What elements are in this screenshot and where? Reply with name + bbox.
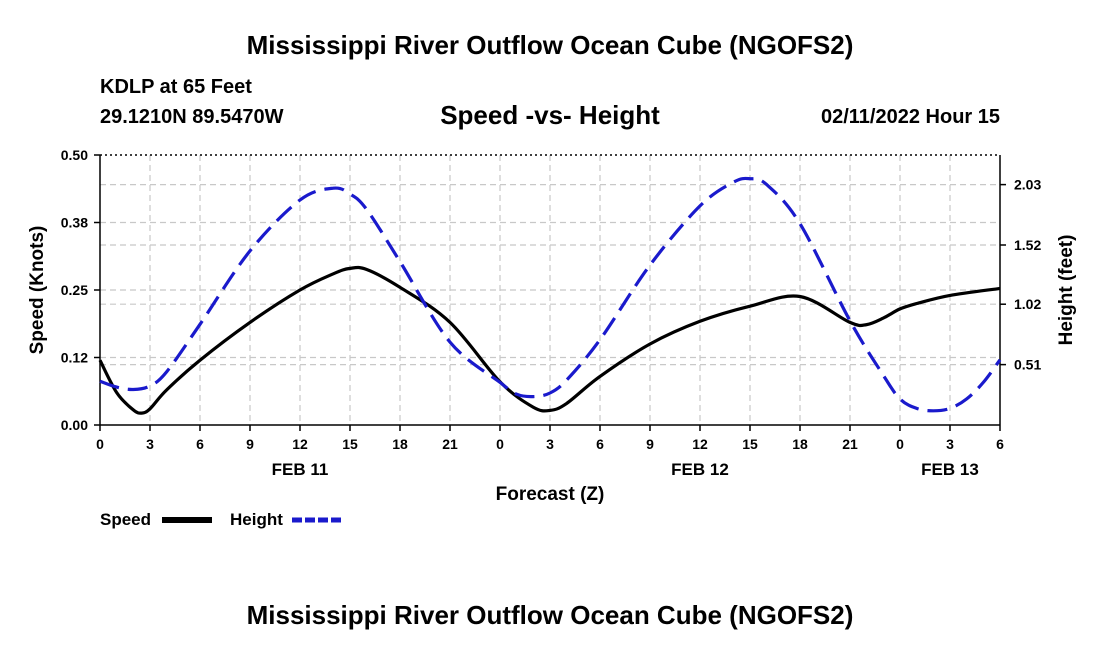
series-line-speed (98, 265, 1001, 415)
x-date-label: FEB 11 (272, 460, 329, 479)
x-tick-label: 6 (996, 436, 1004, 452)
x-axis-title: Forecast (Z) (496, 484, 605, 505)
y-tick-label: 0.00 (61, 417, 88, 433)
x-date-label: FEB 13 (921, 460, 979, 479)
y-tick-label: 0.25 (61, 282, 88, 298)
legend-speed-label: Speed (100, 510, 152, 529)
x-tick-label: 15 (742, 436, 758, 452)
coordinates-label: 29.1210N 89.5470W (100, 106, 284, 128)
main-title: Mississippi River Outflow Ocean Cube (NG… (246, 30, 854, 60)
x-tick-label: 3 (146, 436, 154, 452)
x-tick-label: 6 (596, 436, 604, 452)
bottom-title: Mississippi River Outflow Ocean Cube (NG… (246, 600, 854, 630)
y2-axis-title: Height (feet) (1056, 235, 1077, 346)
x-tick-label: 12 (292, 436, 308, 452)
x-tick-label: 12 (692, 436, 708, 452)
station-label: KDLP at 65 Feet (100, 76, 252, 98)
y-axis-title: Speed (Knots) (27, 226, 48, 355)
y2-tick-label: 2.03 (1014, 177, 1041, 193)
y2-tick-label: 0.51 (1014, 357, 1041, 373)
x-tick-label: 3 (946, 436, 954, 452)
x-tick-label: 0 (96, 436, 104, 452)
x-tick-label: 18 (392, 436, 408, 452)
x-tick-label: 0 (896, 436, 904, 452)
forecast-datetime: 02/11/2022 Hour 15 (820, 106, 1000, 128)
y-tick-label: 0.38 (61, 215, 88, 231)
x-tick-label: 0 (496, 436, 504, 452)
legend-height-label: Height (230, 510, 283, 529)
x-tick-label: 9 (246, 436, 254, 452)
y2-tick-label: 1.02 (1014, 296, 1041, 312)
series-line-height (99, 176, 1002, 413)
x-tick-label: 3 (546, 436, 554, 452)
x-tick-label: 9 (646, 436, 654, 452)
x-tick-label: 21 (442, 436, 458, 452)
x-tick-label: 15 (342, 436, 358, 452)
y-tick-label: 0.50 (61, 147, 88, 163)
x-tick-label: 21 (842, 436, 858, 452)
y2-tick-label: 1.52 (1014, 237, 1041, 253)
x-tick-label: 6 (196, 436, 204, 452)
x-date-label: FEB 12 (671, 460, 729, 479)
chart-subtitle: Speed -vs- Height (440, 100, 660, 130)
x-tick-label: 18 (792, 436, 808, 452)
y-tick-label: 0.12 (61, 350, 88, 366)
